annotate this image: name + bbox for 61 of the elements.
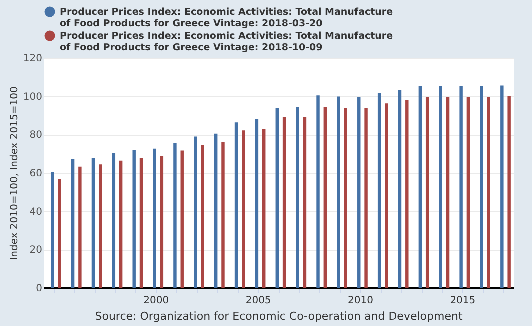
bar bbox=[324, 107, 328, 288]
y-tick-label: 80 bbox=[30, 130, 42, 142]
bar bbox=[426, 97, 430, 288]
bar bbox=[439, 86, 442, 288]
bar bbox=[99, 164, 102, 288]
bar bbox=[174, 143, 177, 288]
bar bbox=[406, 100, 409, 288]
bar bbox=[398, 90, 402, 288]
bar bbox=[337, 96, 340, 288]
bar bbox=[201, 145, 204, 288]
bar bbox=[276, 108, 279, 288]
bar bbox=[255, 119, 259, 288]
y-tick-label: 60 bbox=[30, 168, 42, 180]
bar bbox=[92, 158, 96, 288]
bar bbox=[303, 117, 307, 288]
y-tick-label: 0 bbox=[36, 284, 42, 294]
bar bbox=[446, 97, 450, 288]
bar bbox=[460, 86, 463, 288]
x-tick-label: 2015 bbox=[450, 296, 476, 306]
bar bbox=[480, 86, 484, 288]
bar bbox=[282, 117, 286, 288]
bar bbox=[78, 166, 82, 288]
bar bbox=[316, 96, 320, 288]
bar bbox=[222, 142, 225, 288]
legend-label: Producer Prices Index: Economic Activities: Total Manufacture of Food Products for Greece Vintage: 2018-03-20 bbox=[60, 7, 394, 30]
bar bbox=[153, 148, 156, 288]
bar bbox=[344, 108, 348, 288]
y-tick-label: 120 bbox=[23, 54, 42, 64]
bar bbox=[112, 153, 116, 288]
x-tick-label: 2000 bbox=[144, 296, 170, 306]
y-axis-title: Index 2010=100, Index 2015=100 bbox=[9, 86, 20, 260]
bar bbox=[71, 159, 75, 288]
bar bbox=[418, 86, 422, 288]
bar bbox=[180, 150, 184, 288]
bar bbox=[296, 107, 300, 288]
bar bbox=[378, 93, 382, 288]
x-tick-label: 2005 bbox=[246, 296, 272, 306]
bar bbox=[194, 136, 198, 288]
bar bbox=[160, 156, 164, 288]
bar bbox=[51, 172, 54, 288]
y-tick-label: 20 bbox=[30, 245, 42, 256]
bar bbox=[242, 130, 246, 288]
bar bbox=[262, 129, 266, 288]
bar bbox=[58, 179, 62, 288]
legend-label: Producer Prices Index: Economic Activities: Total Manufacture of Food Products for Greece Vintage: 2018-10-09 bbox=[60, 31, 394, 54]
bar bbox=[140, 158, 144, 288]
bar bbox=[487, 97, 490, 288]
bar bbox=[234, 122, 238, 288]
bar bbox=[466, 97, 470, 288]
bar bbox=[508, 96, 511, 288]
y-tick-label: 40 bbox=[30, 206, 42, 218]
bar bbox=[364, 108, 368, 288]
bar bbox=[358, 97, 361, 288]
bar bbox=[500, 86, 504, 288]
bar bbox=[214, 134, 218, 288]
bar bbox=[119, 160, 123, 288]
bar bbox=[385, 104, 388, 288]
bar bbox=[132, 150, 136, 288]
x-tick-label: 2010 bbox=[348, 296, 374, 306]
source-note: Source: Organization for Economic Co-operation and Development bbox=[95, 310, 464, 323]
y-tick-label: 100 bbox=[23, 92, 42, 103]
